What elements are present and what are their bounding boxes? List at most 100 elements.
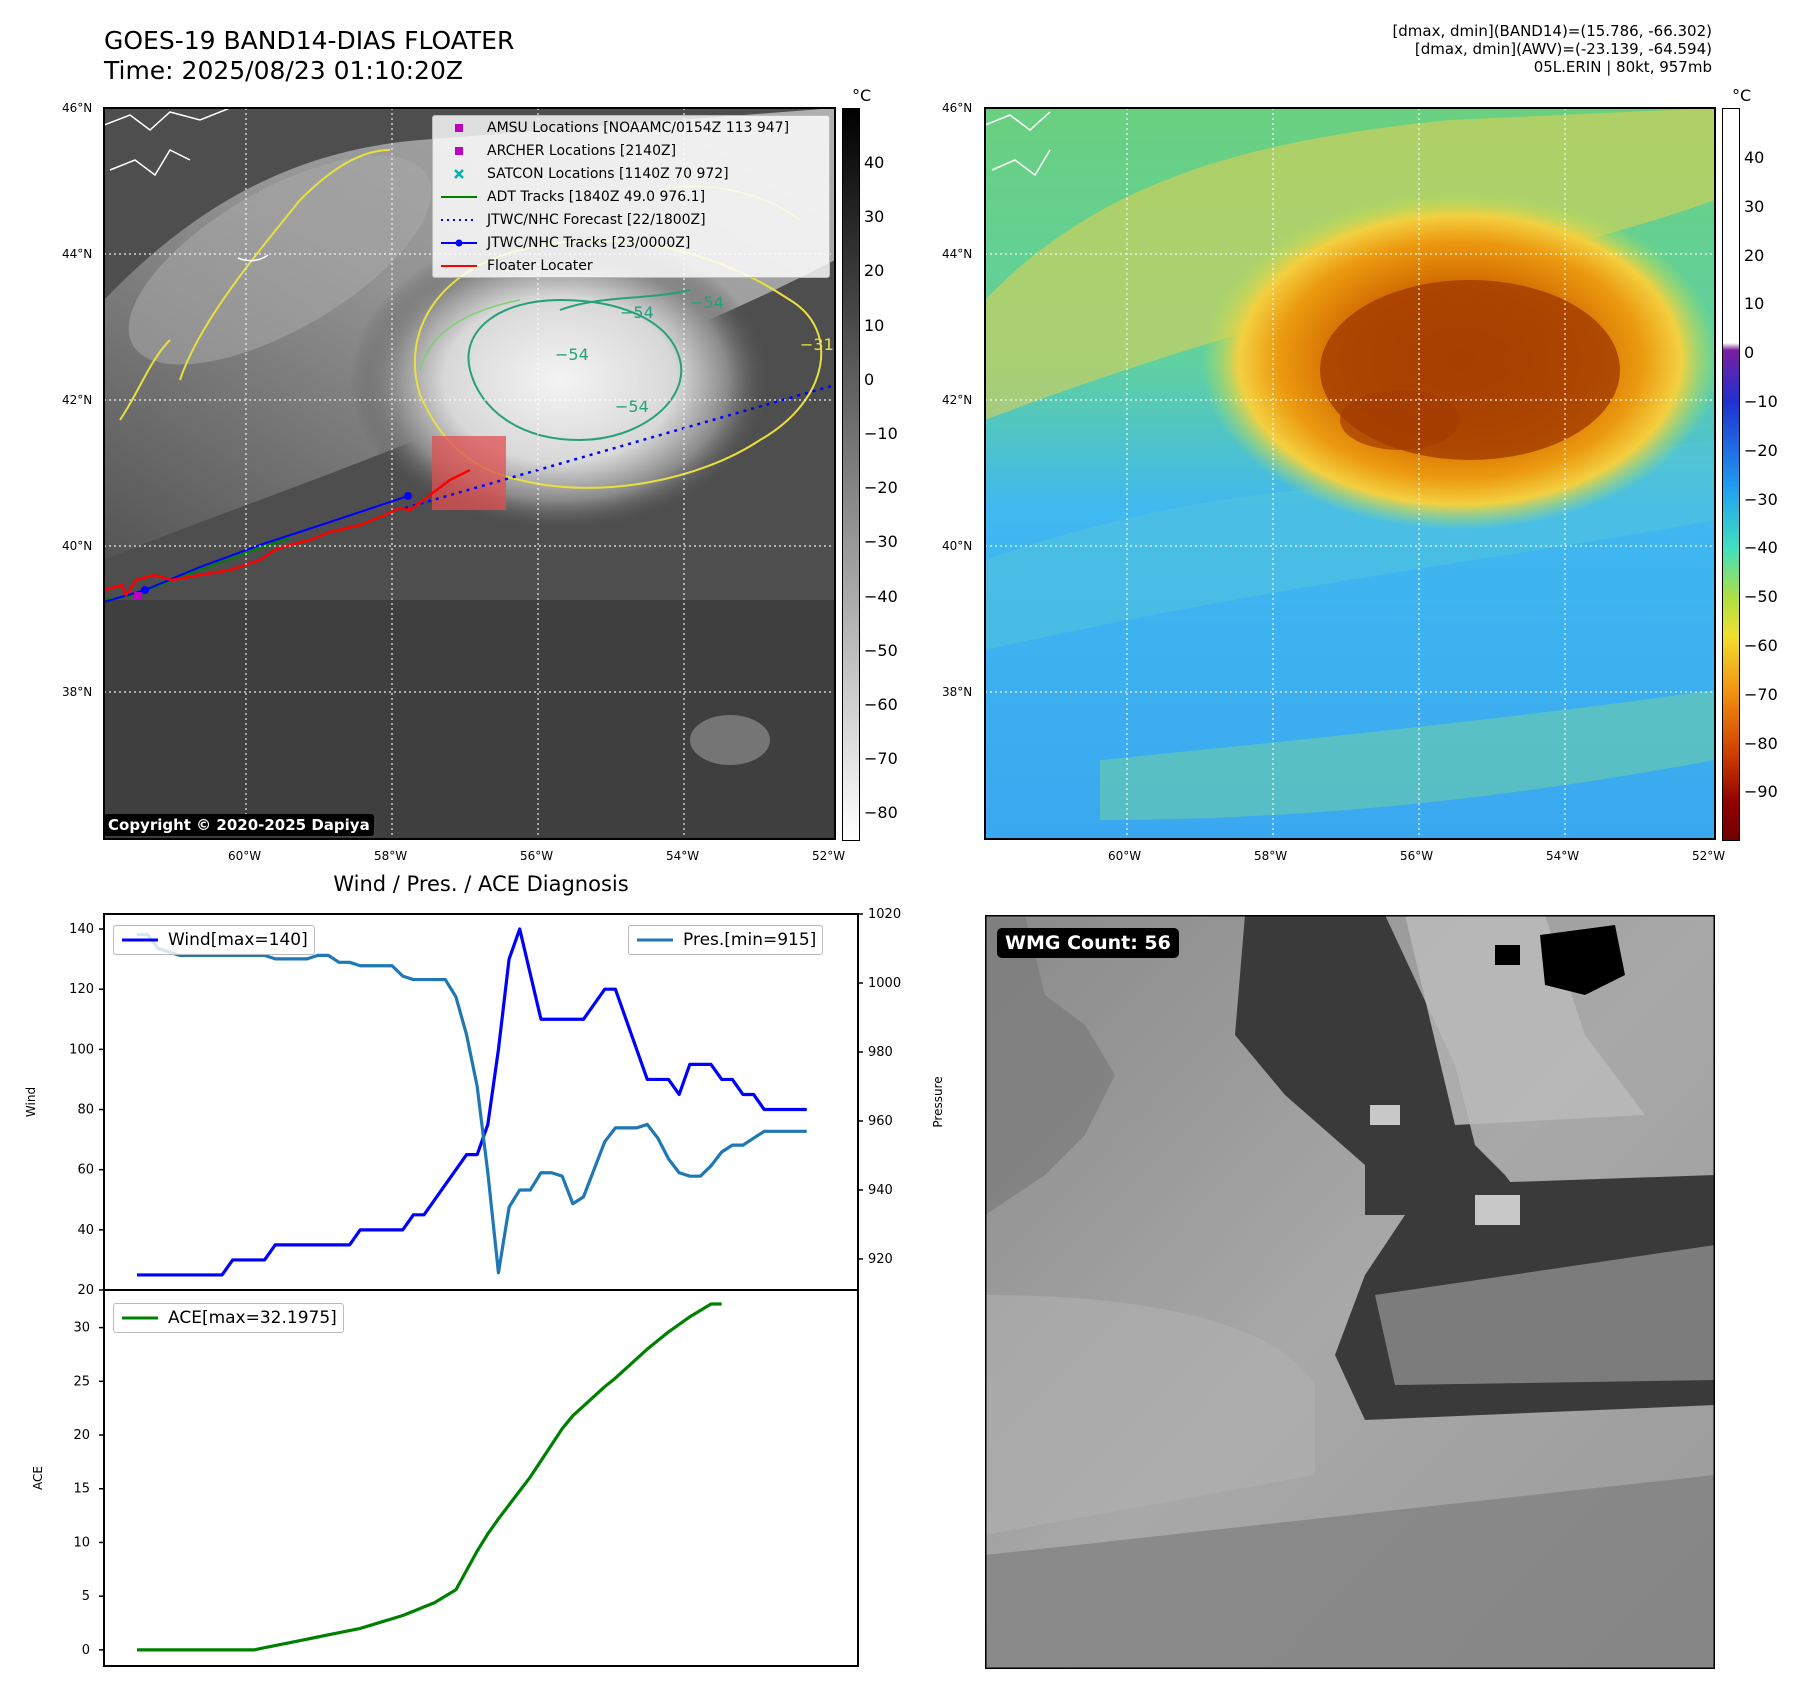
ir-lat-label: 38°N xyxy=(62,685,93,699)
awv-lon-label: 54°W xyxy=(1546,849,1580,863)
awv-lat-label: 40°N xyxy=(942,539,973,553)
ir-gridlines xyxy=(104,108,835,839)
awv-colorbar-unit: °C xyxy=(1732,86,1752,105)
ace-y-tick-label: 15 xyxy=(73,1482,90,1497)
ir-colorbar-tick-label: −80 xyxy=(864,803,898,823)
pres-y-tick-label: 1000 xyxy=(868,976,901,991)
ir-lat-label: 40°N xyxy=(62,539,93,553)
legend-entry-forecast: JTWC/NHC Forecast [22/1800Z] xyxy=(441,211,706,228)
wind-y-tick-label: 80 xyxy=(77,1103,94,1118)
legend-entry-satcon: SATCON Locations [1140Z 70 972] xyxy=(433,162,829,185)
pres-y-tick-label: 940 xyxy=(868,1183,893,1198)
wind-series-line xyxy=(137,927,807,1277)
ir-lat-label: 42°N xyxy=(62,393,93,407)
contour-label: −54 xyxy=(555,345,589,364)
ir-colorbar-tick-label: −60 xyxy=(864,695,898,714)
ir-lon-label: 54°W xyxy=(666,849,700,863)
figure-title-line1: GOES-19 BAND14-DIAS FLOATER xyxy=(104,26,515,55)
wind-panel-frame xyxy=(103,913,859,1291)
info-band14: [dmax, dmin](BAND14)=(15.786, -66.302) xyxy=(1392,22,1712,40)
ir-colorbar-tick-label: 0 xyxy=(864,369,875,389)
info-awv: [dmax, dmin](AWV)=(-23.139, -64.594) xyxy=(1414,40,1712,58)
ace-y-tick-label: 10 xyxy=(73,1535,90,1550)
ace-legend-label: ACE[max=32.1975] xyxy=(168,1308,337,1328)
forecast-track xyxy=(404,383,835,510)
awv-lat-label: 46°N xyxy=(942,101,973,115)
ir-colorbar-tick-label: −20 xyxy=(864,478,898,498)
awv-lat-label: 44°N xyxy=(942,247,973,261)
legend-entry-amsu: AMSU Locations [NOAAMC/0154Z 113 947] xyxy=(433,116,829,139)
awv-lat-label: 38°N xyxy=(942,685,973,699)
diagnosis-chart: 2040608010012014092094096098010001020051… xyxy=(24,907,945,1667)
pres-legend: Pres.[min=915] xyxy=(628,925,824,955)
awv-colorbar-tick-label: 40 xyxy=(1744,148,1765,167)
legend-entry-adt: ADT Tracks [1840Z 49.0 976.1] xyxy=(441,188,706,205)
ir-colorbar-tick-label: −50 xyxy=(864,640,898,660)
ir-colorbar-tick-label: −30 xyxy=(864,532,898,552)
awv-colorbar-tick-label: −80 xyxy=(1744,733,1778,753)
awv-colorbar-tick-label: −90 xyxy=(1744,782,1778,802)
awv-lon-label: 60°W xyxy=(1108,849,1142,863)
awv-map xyxy=(984,107,1716,840)
awv-colorbar xyxy=(1722,108,1740,841)
ace-y-tick-label: 25 xyxy=(73,1374,90,1389)
wind-y-tick-label: 40 xyxy=(77,1223,94,1238)
ir-lon-label: 52°W xyxy=(812,849,846,863)
ir-colorbar-unit: °C xyxy=(852,86,872,105)
ir-colorbar-tick-label: −10 xyxy=(864,424,898,443)
ir-colorbar-tick-label: 30 xyxy=(864,207,885,227)
wind-y-tick-label: 100 xyxy=(69,1042,94,1057)
wind-y-tick-label: 140 xyxy=(69,922,94,937)
ace-panel-frame xyxy=(103,1289,859,1667)
legend-entry-floater: Floater Locater xyxy=(441,257,593,274)
figure-title-line2: Time: 2025/08/23 01:10:20Z xyxy=(104,56,463,85)
wmg-dark-region xyxy=(1235,915,1535,1215)
awv-lon-label: 52°W xyxy=(1692,849,1726,863)
ir-legend: AMSU Locations [NOAAMC/0154Z 113 947] AR… xyxy=(432,115,830,278)
wind-y-tick-label: 120 xyxy=(69,982,94,997)
pres-y-tick-label: 980 xyxy=(868,1045,893,1060)
awv-colorbar-tick-label: 20 xyxy=(1744,245,1765,265)
ace-y-tick-label: 20 xyxy=(73,1428,90,1443)
awv-colorbar-tick-label: −30 xyxy=(1744,489,1778,509)
wmg-count-badge: WMG Count: 56 xyxy=(997,928,1179,958)
awv-lat-label: 42°N xyxy=(942,393,973,407)
awv-colorbar-tick-label: −70 xyxy=(1744,684,1778,704)
awv-gridlines xyxy=(985,108,1715,839)
ace-axis-label: ACE xyxy=(31,1466,45,1490)
floater-track xyxy=(104,468,471,598)
ir-lon-label: 58°W xyxy=(374,849,408,863)
awv-lon-label: 58°W xyxy=(1254,849,1288,863)
awv-colorbar-tick-label: 10 xyxy=(1744,294,1765,314)
awv-colorbar-tick-label: −20 xyxy=(1744,440,1778,460)
awv-colorbar-tick-label: −10 xyxy=(1744,392,1778,411)
pres-y-tick-label: 920 xyxy=(868,1252,893,1267)
legend-entry-archer: ARCHER Locations [2140Z] xyxy=(433,139,829,162)
ir-lat-label: 44°N xyxy=(62,247,93,261)
ir-colorbar-tick-label: 40 xyxy=(864,153,885,172)
ace-y-tick-label: 30 xyxy=(73,1321,90,1336)
wind-y-tick-label: 60 xyxy=(77,1163,94,1178)
wmg-black-region xyxy=(1540,925,1625,995)
ace-y-tick-label: 0 xyxy=(82,1643,90,1658)
awv-lon-label: 56°W xyxy=(1400,849,1434,863)
ir-lon-label: 56°W xyxy=(520,849,554,863)
wmg-map xyxy=(985,915,1715,1669)
contour-label: −54 xyxy=(620,303,654,322)
jtwc-track-point xyxy=(404,492,412,500)
awv-colorbar-tick-label: 0 xyxy=(1744,343,1755,363)
wind-legend-label: Wind[max=140] xyxy=(168,930,308,950)
ir-lon-label: 60°W xyxy=(228,849,262,863)
ir-colorbar-tick-label: −40 xyxy=(864,586,898,606)
ir-colorbar-tick-label: 10 xyxy=(864,315,885,335)
pres-y-tick-label: 960 xyxy=(868,1114,893,1129)
wind-axis-label: Wind xyxy=(24,1087,38,1117)
ir-colorbar xyxy=(842,108,860,841)
contour-label: −54 xyxy=(615,397,649,416)
contour-label: −31 xyxy=(800,335,834,354)
ace-legend: ACE[max=32.1975] xyxy=(113,1303,344,1333)
awv-colorbar-tick-label: −60 xyxy=(1744,636,1778,655)
ir-colorbar-tick-label: 20 xyxy=(864,261,885,281)
awv-colorbar-tick-label: −40 xyxy=(1744,538,1778,558)
pres-y-tick-label: 1020 xyxy=(868,907,901,922)
